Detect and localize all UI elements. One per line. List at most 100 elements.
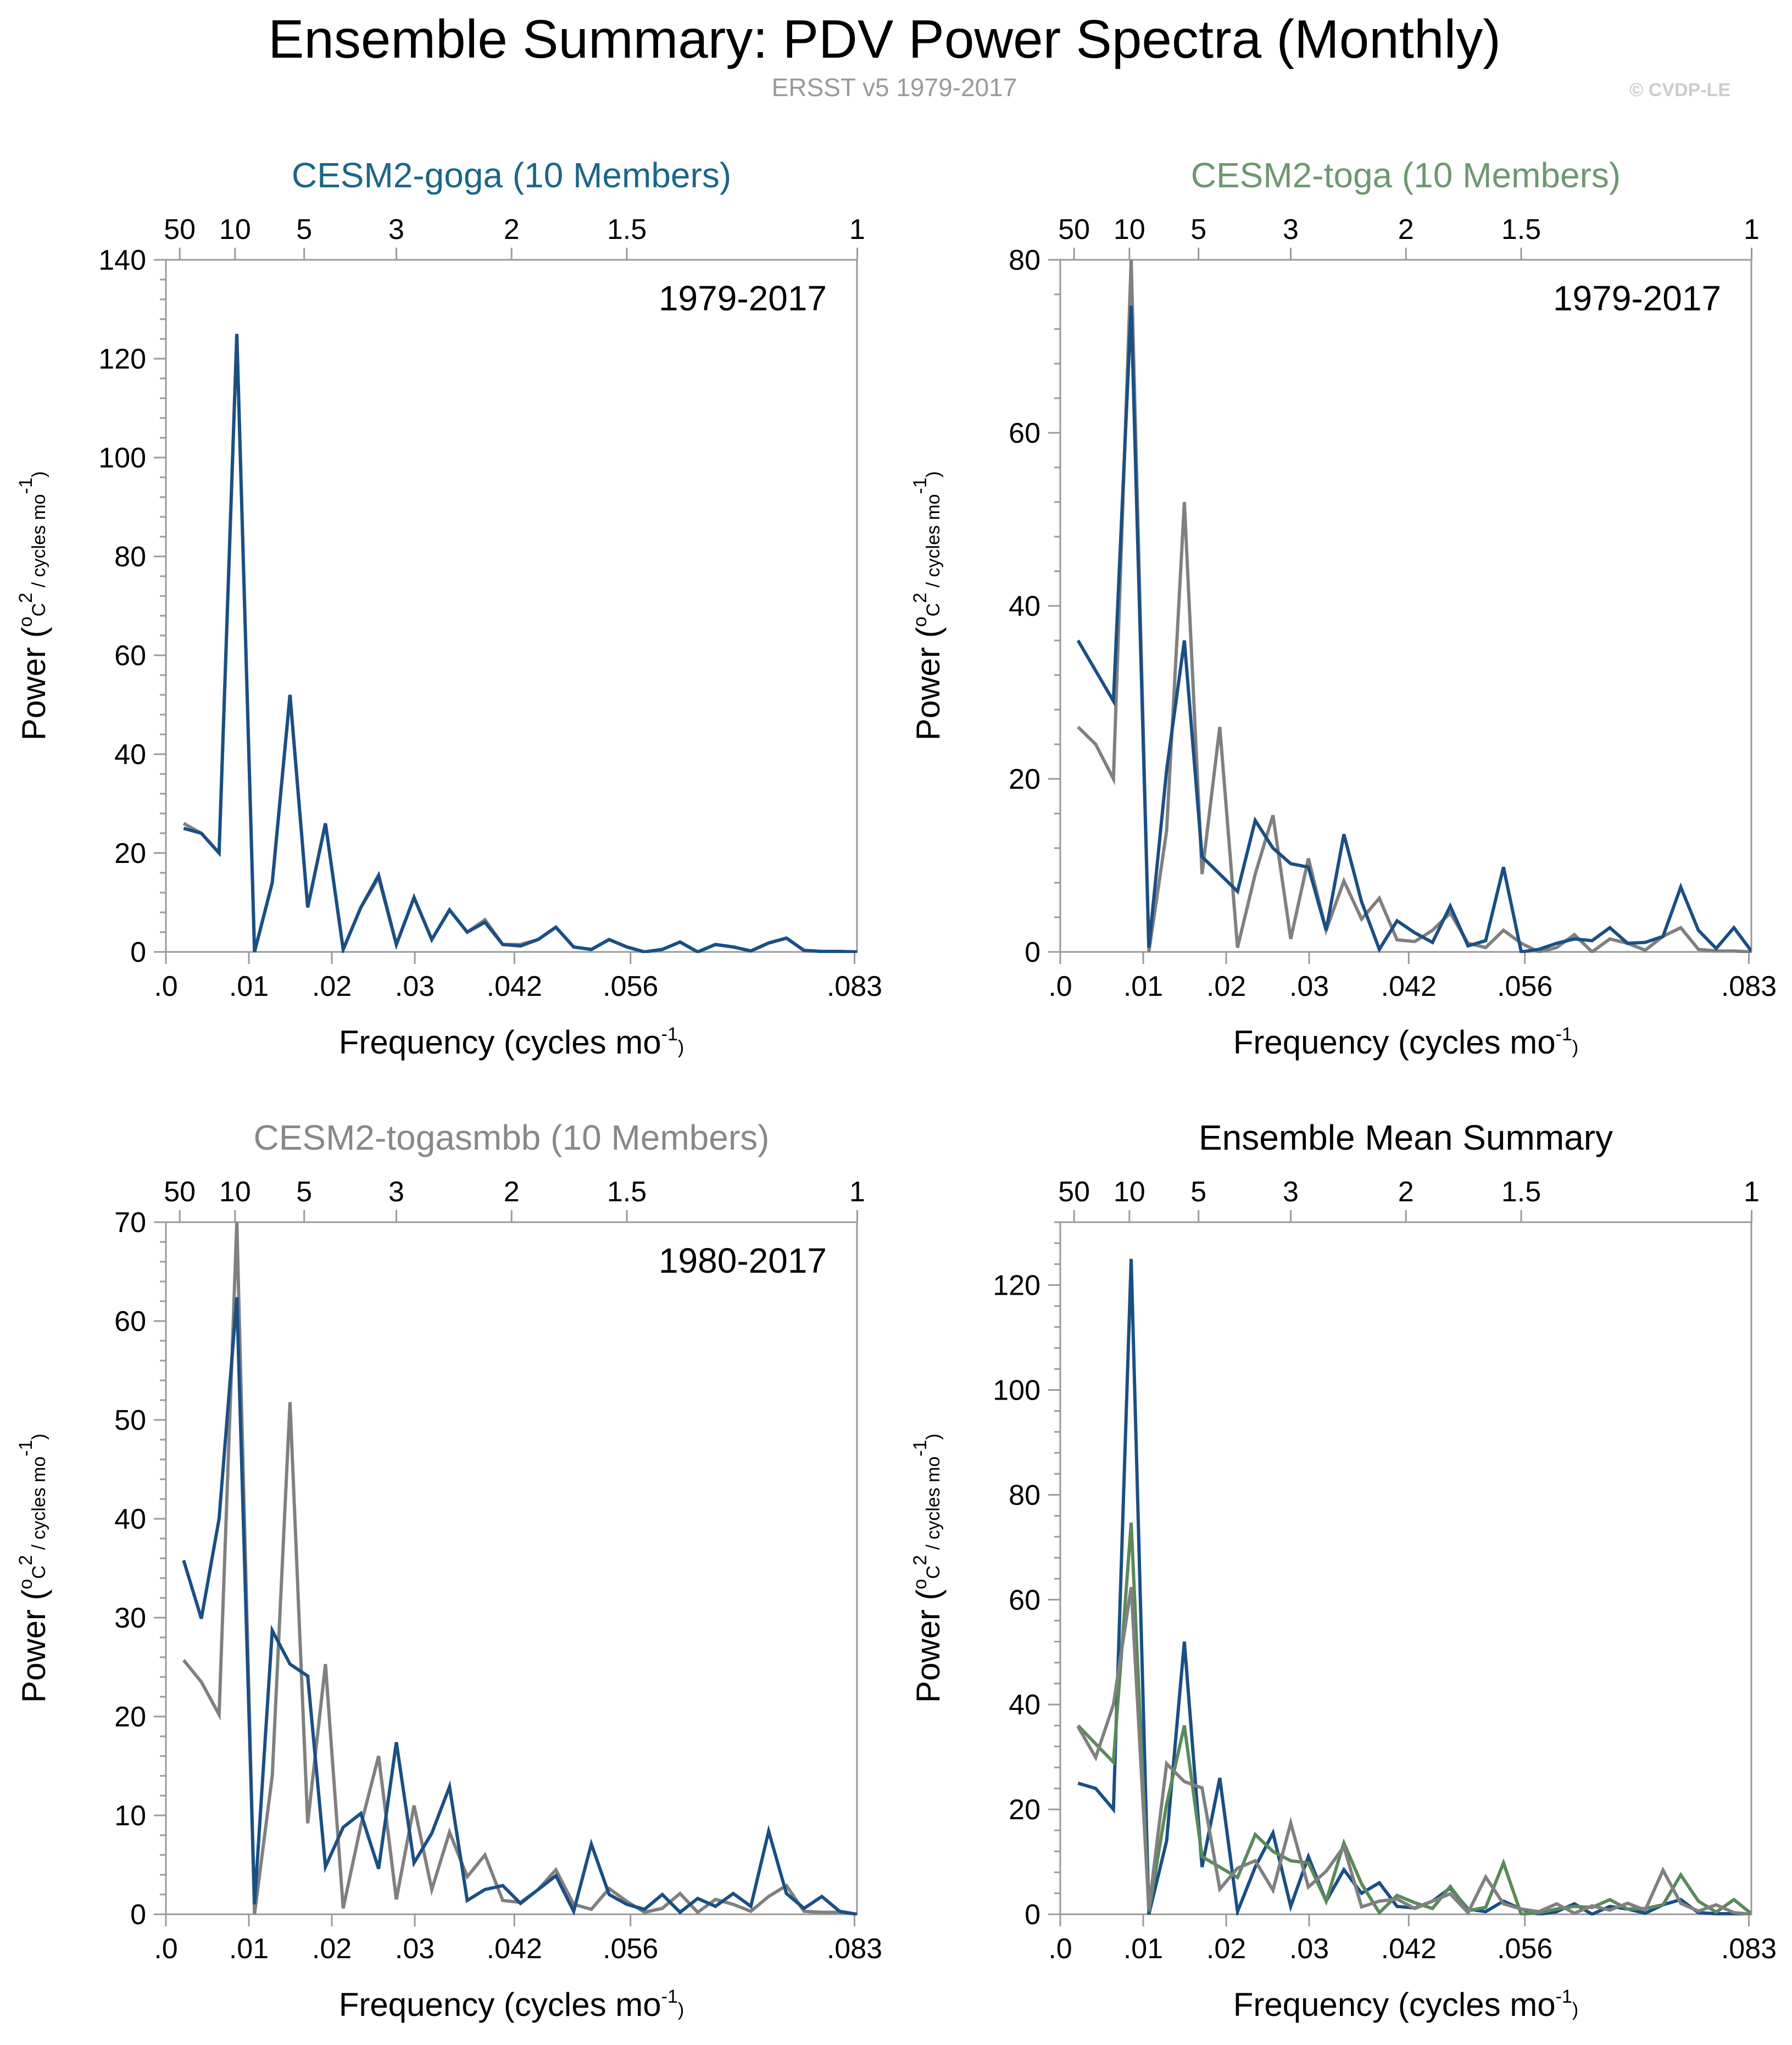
x-tick-label: .056 (603, 1933, 658, 1965)
period-tick-label: 2 (504, 1176, 520, 1208)
x-tick-label: .03 (1289, 1933, 1329, 1965)
panel-2: CESM2-toga (10 Members) 0 20 40 60 80 .0 .01 .02… (910, 155, 1777, 1061)
period-label: 1979-2017 (659, 278, 827, 318)
y-tick-label: 10 (114, 1800, 146, 1832)
y-tick-label: 80 (114, 541, 146, 573)
x-tick-label: .03 (395, 1933, 435, 1965)
y-tick-label: 120 (993, 1270, 1040, 1302)
panel-4: Ensemble Mean Summary 0 20 40 60 80 100 120 .0 .0… (910, 1118, 1777, 2023)
period-tick-label: 10 (1114, 1176, 1145, 1208)
x-tick-label: .083 (827, 1933, 882, 1965)
x-tick-label: .01 (1123, 971, 1163, 1002)
y-tick-label: 60 (1009, 1584, 1040, 1616)
x-tick-label: .056 (603, 971, 658, 1002)
x-tick-label: .083 (1721, 1933, 1777, 1965)
period-tick-label: 50 (1058, 1176, 1090, 1208)
y-tick-label: 20 (114, 1701, 146, 1733)
plot-frame (165, 1221, 858, 1915)
y-tick-label: 60 (1009, 417, 1040, 449)
x-tick-label: .042 (487, 1933, 542, 1965)
x-axis-label: Frequency (cycles mo-1) (339, 1986, 684, 2023)
series-line-observations (1077, 259, 1751, 953)
series-line-cesm2-goga (1077, 1258, 1751, 1915)
y-tick-label: 0 (130, 1899, 146, 1931)
period-tick-label: 3 (388, 214, 404, 246)
copyright-text: © CVDP-LE (1629, 80, 1730, 101)
series-line-observations (182, 333, 857, 953)
y-tick-label: 40 (114, 739, 146, 771)
x-tick-label: .0 (1048, 1933, 1072, 1965)
x-tick-label: .02 (1206, 1933, 1246, 1965)
y-tick-label: 0 (1025, 937, 1040, 968)
panels: CESM2-goga (10 Members)02040608010012014… (15, 155, 1777, 2023)
figure-title: Ensemble Summary: PDV Power Spectra (Mon… (268, 9, 1501, 69)
x-tick-label: .0 (154, 971, 177, 1002)
period-label: 1980-2017 (659, 1241, 827, 1280)
x-tick-label: .083 (827, 971, 882, 1002)
y-tick-label: 20 (114, 838, 146, 870)
period-tick-label: 1 (849, 214, 865, 246)
panel-title: CESM2-togasmbb (10 Members) (254, 1118, 770, 1157)
x-tick-label: .03 (395, 971, 435, 1002)
series-line-observations (182, 1222, 857, 1915)
x-axis-label: Frequency (cycles mo-1) (1233, 1986, 1578, 2023)
y-tick-label: 80 (1009, 244, 1040, 276)
y-tick-label: 120 (98, 343, 146, 375)
y-tick-label: 40 (1009, 590, 1040, 622)
x-tick-label: .056 (1497, 1933, 1552, 1965)
panel-title: CESM2-toga (10 Members) (1191, 155, 1621, 195)
x-tick-label: .02 (312, 971, 352, 1002)
period-tick-label: 5 (296, 1176, 312, 1208)
x-tick-label: .042 (1381, 1933, 1437, 1965)
panel-1: CESM2-goga (10 Members) 0 20 40 60 80 100 120 14… (15, 155, 882, 1061)
period-tick-label: 1.5 (1501, 1176, 1541, 1208)
period-tick-label: 2 (504, 214, 520, 246)
y-tick-label: 70 (114, 1207, 146, 1239)
figure-subtitle: ERSST v5 1979-2017 (772, 73, 1017, 102)
x-tick-label: .0 (154, 1933, 177, 1965)
y-tick-label: 60 (114, 1306, 146, 1338)
y-tick-label: 0 (130, 937, 146, 968)
period-tick-label: 50 (164, 1176, 196, 1208)
x-tick-label: .083 (1721, 971, 1777, 1002)
period-tick-label: 1.5 (607, 1176, 647, 1208)
period-tick-label: 2 (1398, 214, 1414, 246)
period-tick-label: 1 (849, 1176, 865, 1208)
y-tick-label: 50 (114, 1405, 146, 1436)
x-tick-label: .042 (487, 971, 542, 1002)
panel-title: CESM2-goga (10 Members) (292, 155, 731, 195)
y-tick-label: 100 (993, 1374, 1040, 1406)
period-tick-label: 5 (1190, 214, 1206, 246)
period-tick-label: 3 (388, 1176, 404, 1208)
period-tick-label: 1.5 (607, 214, 647, 246)
period-tick-label: 10 (219, 214, 251, 246)
period-tick-label: 3 (1283, 214, 1299, 246)
period-tick-label: 1 (1744, 1176, 1760, 1208)
series-line-cesm2-togasmbb (182, 1297, 857, 1915)
period-tick-label: 5 (1190, 1176, 1206, 1208)
period-tick-label: 3 (1283, 1176, 1299, 1208)
y-tick-label: 140 (98, 244, 146, 276)
y-tick-label: 40 (1009, 1689, 1040, 1721)
plot-frame (165, 259, 858, 953)
y-axis-label: Power (oC2 / cycles mo-1) (910, 471, 947, 740)
series-line-cesm2-toga (1076, 305, 1751, 953)
y-axis-label: Power (oC2 / cycles mo-1) (910, 1434, 947, 1703)
y-tick-label: 60 (114, 640, 146, 672)
x-tick-label: .0 (1048, 971, 1072, 1002)
y-tick-label: 100 (98, 442, 146, 474)
y-tick-label: 80 (1009, 1479, 1040, 1511)
period-tick-label: 1.5 (1501, 214, 1541, 246)
period-tick-label: 10 (219, 1176, 251, 1208)
x-tick-label: .01 (229, 1933, 269, 1965)
x-axis-label: Frequency (cycles mo-1) (1233, 1024, 1578, 1061)
y-tick-label: 20 (1009, 1794, 1040, 1826)
x-tick-label: .01 (1123, 1933, 1163, 1965)
x-tick-label: .02 (312, 1933, 352, 1965)
period-tick-label: 5 (296, 214, 312, 246)
x-axis-label: Frequency (cycles mo-1) (339, 1024, 684, 1061)
panel-title: Ensemble Mean Summary (1199, 1118, 1613, 1157)
y-tick-label: 40 (114, 1503, 146, 1535)
x-tick-label: .042 (1381, 971, 1437, 1002)
